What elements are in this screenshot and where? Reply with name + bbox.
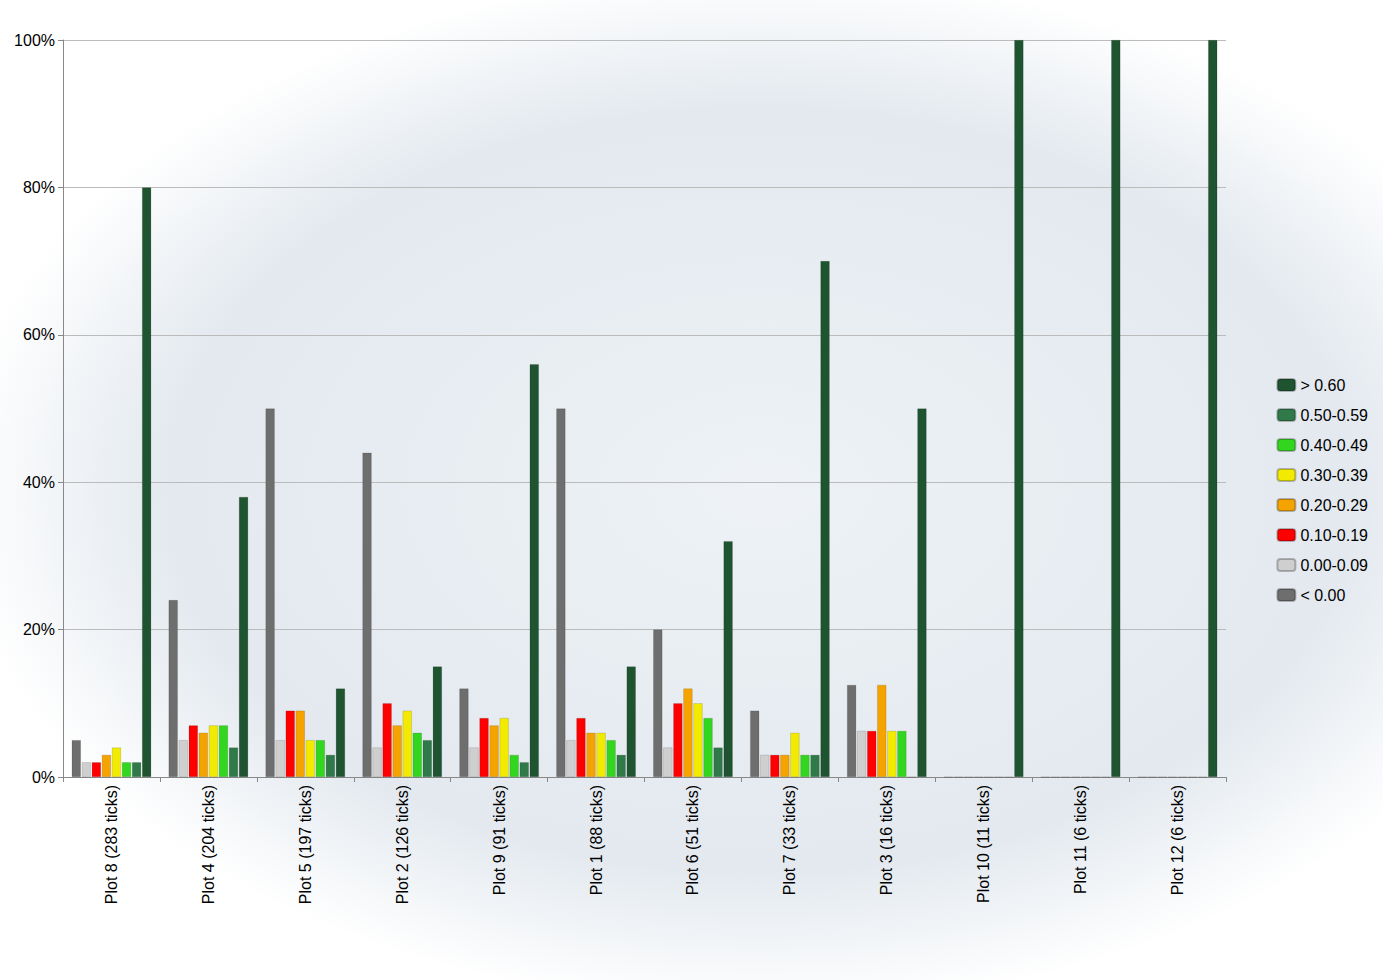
svg-text:Plot 12 (6 ticks): Plot 12 (6 ticks)	[1169, 785, 1186, 895]
svg-text:0.10-0.19: 0.10-0.19	[1300, 527, 1368, 544]
svg-text:Plot 2 (126 ticks): Plot 2 (126 ticks)	[394, 785, 411, 904]
svg-text:Plot 6 (51 ticks): Plot 6 (51 ticks)	[684, 785, 701, 895]
svg-text:Plot 4 (204 ticks): Plot 4 (204 ticks)	[200, 785, 217, 904]
svg-text:100%: 100%	[14, 32, 55, 49]
svg-text:< 0.00: < 0.00	[1300, 587, 1345, 604]
svg-text:0.50-0.59: 0.50-0.59	[1300, 407, 1368, 424]
svg-text:Plot 3 (16 ticks): Plot 3 (16 ticks)	[878, 785, 895, 895]
svg-text:0.40-0.49: 0.40-0.49	[1300, 437, 1368, 454]
svg-text:80%: 80%	[23, 179, 55, 196]
svg-text:0.30-0.39: 0.30-0.39	[1300, 467, 1368, 484]
svg-text:Plot 9 (91 ticks): Plot 9 (91 ticks)	[491, 785, 508, 895]
svg-text:20%: 20%	[23, 621, 55, 638]
svg-text:> 0.60: > 0.60	[1300, 377, 1345, 394]
svg-text:Plot 11 (6 ticks): Plot 11 (6 ticks)	[1072, 785, 1089, 894]
svg-text:Plot 7 (33 ticks): Plot 7 (33 ticks)	[781, 785, 798, 895]
svg-text:0%: 0%	[32, 769, 55, 786]
svg-text:0.20-0.29: 0.20-0.29	[1300, 497, 1368, 514]
svg-text:0.00-0.09: 0.00-0.09	[1300, 557, 1368, 574]
svg-text:Plot 1 (88 ticks): Plot 1 (88 ticks)	[588, 785, 605, 895]
svg-text:Plot 10 (11 ticks): Plot 10 (11 ticks)	[975, 785, 992, 903]
svg-text:Plot 5 (197 ticks): Plot 5 (197 ticks)	[297, 785, 314, 904]
svg-text:Plot 8 (283 ticks): Plot 8 (283 ticks)	[103, 785, 120, 904]
svg-text:40%: 40%	[23, 474, 55, 491]
svg-text:60%: 60%	[23, 326, 55, 343]
